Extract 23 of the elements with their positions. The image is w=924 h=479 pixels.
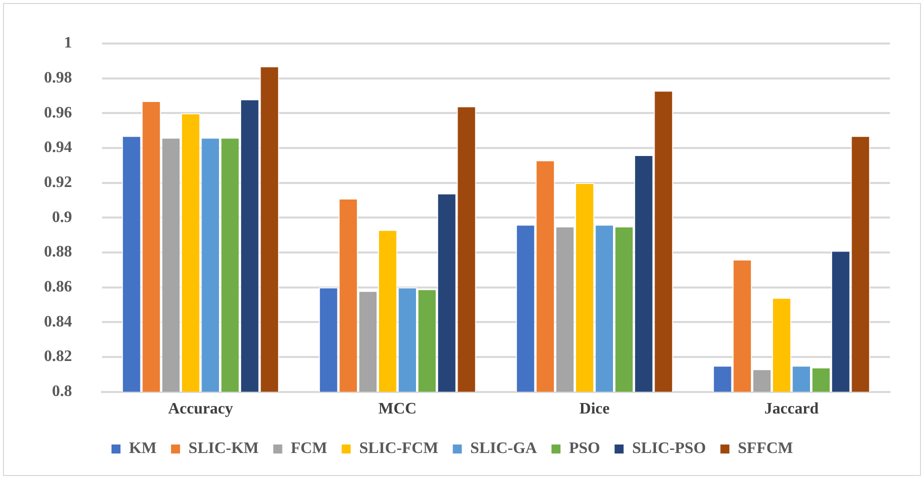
y-tick-label: 0.9: [52, 208, 72, 226]
legend-label: KM: [128, 440, 157, 458]
x-tick-label: Dice: [579, 400, 610, 418]
y-tick-label: 0.8: [52, 382, 72, 400]
y-tick-label: 0.94: [44, 139, 72, 156]
legend-label: PSO: [568, 440, 600, 458]
legend-label: SLIC-GA: [470, 440, 538, 458]
x-tick-label: Jaccard: [764, 400, 819, 418]
y-tick-label: 0.82: [44, 348, 72, 366]
x-tick-label: MCC: [378, 400, 417, 418]
y-tick-label: 0.84: [44, 313, 72, 330]
y-tick-label: 0.92: [44, 174, 72, 192]
legend-label: FCM: [290, 440, 328, 458]
legend-label: SLIC-FCM: [359, 440, 438, 458]
x-tick-label: Accuracy: [168, 400, 233, 418]
y-tick-label: 0.86: [44, 278, 72, 296]
y-tick-label: 1: [64, 34, 72, 52]
legend-label: SLIC-PSO: [632, 440, 706, 458]
legend-label: SLIC-KM: [188, 440, 259, 458]
legend-label: SFFCM: [738, 440, 794, 458]
y-tick-label: 0.88: [44, 244, 72, 261]
y-tick-label: 0.96: [44, 104, 72, 122]
y-tick-label: 0.98: [44, 70, 72, 87]
